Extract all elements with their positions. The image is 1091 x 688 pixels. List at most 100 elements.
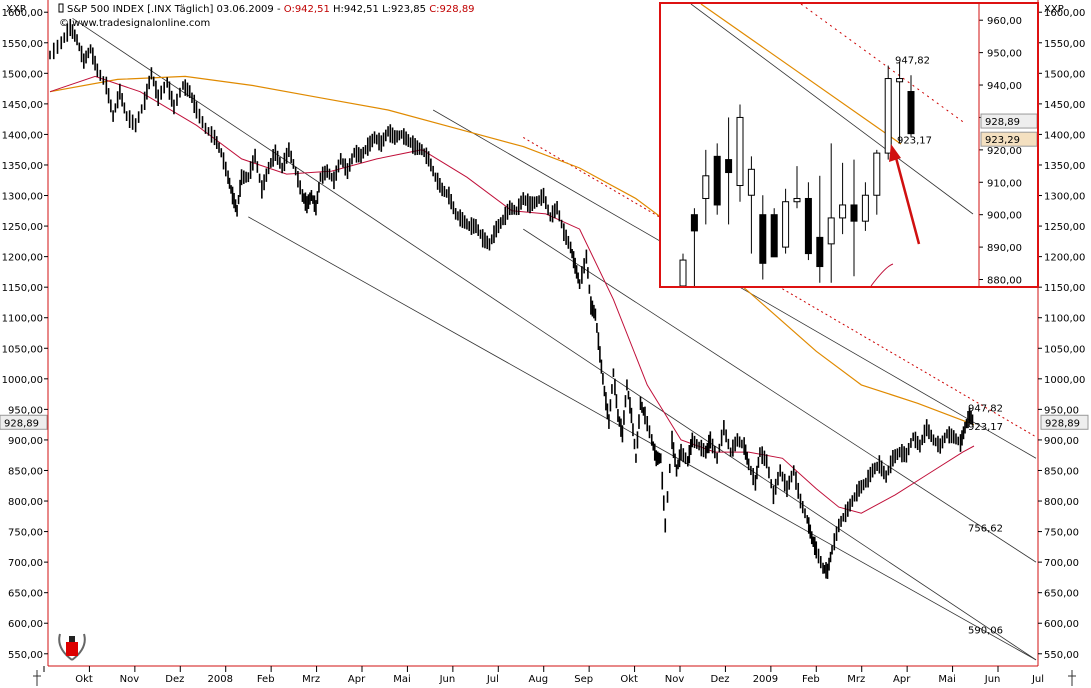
annotation-label: 923,17 xyxy=(968,422,1003,433)
inset-candle-body xyxy=(804,197,812,255)
y-tick-label: 1250,00 xyxy=(2,222,43,233)
x-tick-label: Dez xyxy=(165,674,184,685)
last-price-label: 928,89 xyxy=(1045,418,1080,429)
scroll-right-icon[interactable] xyxy=(1068,670,1076,686)
logo-icon xyxy=(58,633,86,661)
y-tick-label: 1500,00 xyxy=(2,69,43,80)
y-tick-label: 1400,00 xyxy=(2,130,43,141)
y-tick-label: 1450,00 xyxy=(2,100,43,111)
zoom-inset: 880,00890,00900,00910,00920,00930,00940,… xyxy=(659,2,1039,288)
inset-candle-body xyxy=(770,214,778,258)
y-tick-label: 700,00 xyxy=(1044,558,1079,569)
inset-candle-body xyxy=(702,175,710,199)
chart-annotations: 947,82 923,17 756,62 590,06 xyxy=(968,404,1003,637)
inset-candle-body xyxy=(861,194,869,222)
inset-candle-body xyxy=(873,152,881,196)
inset-price-label: 928,89 xyxy=(985,117,1020,128)
inset-candle-body xyxy=(690,214,698,232)
inset-candle-body xyxy=(896,78,904,83)
y-tick-label: 1550,00 xyxy=(2,39,43,50)
inset-tick-label: 890,00 xyxy=(987,243,1022,254)
last-price-label: 928,89 xyxy=(4,418,39,429)
x-tick-label: Feb xyxy=(257,674,275,685)
y-tick-label: 550,00 xyxy=(1044,650,1079,661)
inset-price-box xyxy=(980,113,1037,129)
x-tick-label: Sep xyxy=(574,674,593,685)
high-value: H:942,51 xyxy=(333,4,379,15)
inset-price-label: 923,29 xyxy=(985,135,1020,146)
x-tick-label: Nov xyxy=(665,674,685,685)
inset-chart: 880,00890,00900,00910,00920,00930,00940,… xyxy=(679,4,1037,286)
svg-text:S&P 500 INDEX [.INX Täglich]: S&P 500 INDEX [.INX Täglich] 03.06.2009 … xyxy=(67,4,475,15)
inset-ma-line xyxy=(700,4,902,145)
y-axis-right: 550,00 600,00 650,00 700,00 750,00 800,00 850,… xyxy=(1038,8,1085,661)
y-tick-label: 1200,00 xyxy=(1044,253,1085,264)
x-tick-label: Aug xyxy=(529,674,549,685)
y-tick-label: 650,00 xyxy=(8,589,43,600)
y-tick-label: 1450,00 xyxy=(1044,100,1085,111)
x-tick-label: Jul xyxy=(486,674,499,685)
x-tick-label: Okt xyxy=(75,674,93,685)
y-tick-label: 1150,00 xyxy=(2,283,43,294)
annotation-label: 947,82 xyxy=(968,404,1003,415)
y-tick-label: 850,00 xyxy=(8,466,43,477)
y-tick-label: 1200,00 xyxy=(2,253,43,264)
y-tick-label: 1550,00 xyxy=(1044,39,1085,50)
y-tick-label: 700,00 xyxy=(8,558,43,569)
y-tick-label: 950,00 xyxy=(8,405,43,416)
x-tick-label: Jun xyxy=(984,674,1001,685)
x-tick-label: Jul xyxy=(1031,674,1044,685)
x-tick-label: Mrz xyxy=(302,674,320,685)
y-tick-label: 550,00 xyxy=(8,650,43,661)
inset-candle-body xyxy=(850,204,858,222)
inset-tick-label: 910,00 xyxy=(987,178,1022,189)
inset-candle-body xyxy=(839,204,847,219)
y-tick-label: 1100,00 xyxy=(1044,314,1085,325)
low-value: L:923,85 xyxy=(382,4,426,15)
symbol-label-right: XXP xyxy=(1044,4,1064,15)
inset-tick-label: 920,00 xyxy=(987,146,1022,157)
inset-tick-label: 950,00 xyxy=(987,49,1022,60)
x-tick-label: Mrz xyxy=(847,674,865,685)
y-tick-label: 1600,00 xyxy=(1044,8,1085,19)
y-tick-label: 1350,00 xyxy=(1044,161,1085,172)
x-tick-label: Nov xyxy=(120,674,140,685)
y-tick-label: 1350,00 xyxy=(2,161,43,172)
x-tick-label: Mai xyxy=(938,674,956,685)
inset-candle-body xyxy=(816,236,824,268)
moving-averages xyxy=(49,75,975,514)
y-tick-label: 800,00 xyxy=(1044,497,1079,508)
inset-tick-label: 900,00 xyxy=(987,211,1022,222)
y-tick-label: 1100,00 xyxy=(2,314,43,325)
x-axis: Okt Nov Dez 2008 Feb Mrz Apr Mai Jun Jul Aug Sep Okt… xyxy=(43,666,1044,685)
last-price-markers: 928,89 928,89 xyxy=(0,414,1089,430)
inset-candle-body xyxy=(747,168,755,196)
symbol-label: XXP xyxy=(6,4,26,15)
close-value: C:928,89 xyxy=(429,4,474,15)
inset-tick-label: 960,00 xyxy=(987,16,1022,27)
y-tick-label: 1300,00 xyxy=(2,192,43,203)
y-tick-label: 750,00 xyxy=(8,528,43,539)
inset-candle-body xyxy=(725,159,733,174)
inset-ma-short-line xyxy=(870,263,894,286)
inset-channel-line xyxy=(690,4,974,215)
chart-title: S&P 500 INDEX [.INX Täglich] 03.06.2009 … xyxy=(67,4,284,15)
last-price-box xyxy=(1040,414,1089,430)
x-tick-label: 2009 xyxy=(753,674,778,685)
x-tick-label: Jun xyxy=(439,674,456,685)
y-tick-label: 1400,00 xyxy=(1044,130,1085,141)
y-tick-label: 950,00 xyxy=(1044,405,1079,416)
x-tick-label: Apr xyxy=(893,674,911,685)
y-axis-left: 550,00 600,00 650,00 700,00 750,00 800,00 850,… xyxy=(2,8,48,661)
y-tick-label: 1050,00 xyxy=(1044,344,1085,355)
ohlc-bar-icon xyxy=(58,3,64,13)
inset-y-axis: 880,00890,00900,00910,00920,00930,00940,… xyxy=(979,16,1022,286)
channel-line xyxy=(248,216,1037,661)
x-tick-label: 2008 xyxy=(208,674,233,685)
scroll-left-icon[interactable] xyxy=(33,670,41,686)
inset-candle-body xyxy=(759,214,767,264)
y-tick-label: 800,00 xyxy=(8,497,43,508)
inset-candle-body xyxy=(736,116,744,187)
inset-candle-body xyxy=(782,201,790,248)
inset-tick-label: 880,00 xyxy=(987,276,1022,286)
